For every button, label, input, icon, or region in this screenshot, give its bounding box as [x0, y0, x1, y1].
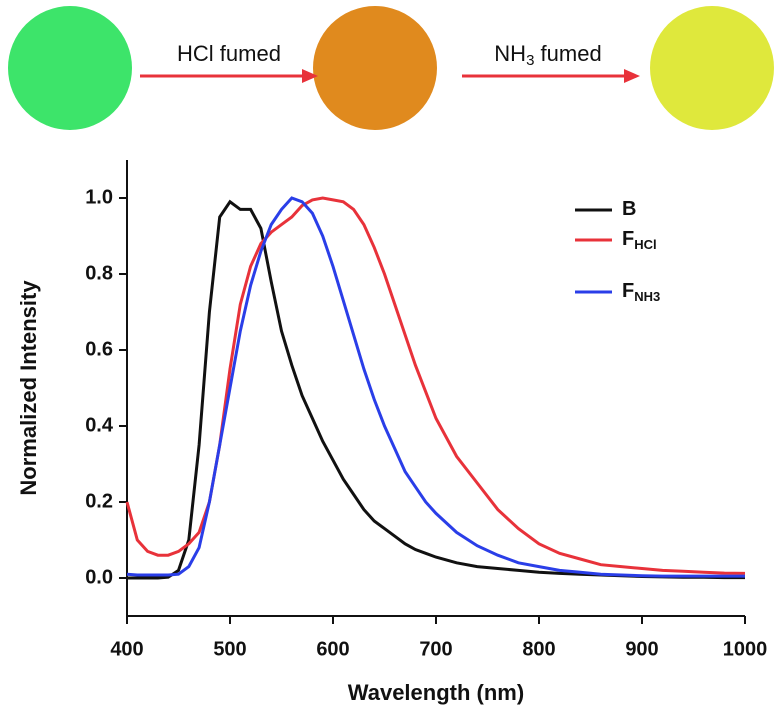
legend-name: B	[622, 198, 636, 220]
arrow-head	[624, 69, 640, 83]
y-tick-label: 0.0	[85, 566, 113, 588]
y-axis-label: Normalized Intensity	[16, 280, 41, 496]
arrow-label: NH3 fumed	[494, 41, 601, 69]
sample-image	[650, 6, 774, 130]
x-tick-label: 800	[522, 638, 555, 660]
legend-label: FNH3	[622, 280, 660, 304]
sample-image	[313, 6, 437, 130]
x-axis-label: Wavelength (nm)	[348, 680, 524, 705]
series-line	[126, 196, 745, 578]
series-line	[127, 199, 745, 580]
legend-name: F	[622, 228, 634, 250]
legend-label: FHCl	[622, 228, 657, 252]
legend-label: B	[622, 198, 636, 220]
legend-name: F	[622, 280, 634, 302]
series-line	[125, 196, 746, 575]
x-tick-label: 400	[110, 638, 143, 660]
legend-sub: HCl	[634, 237, 656, 252]
x-tick-label: 700	[419, 638, 452, 660]
sample-image	[8, 6, 132, 130]
y-tick-label: 0.8	[85, 262, 113, 284]
y-tick-label: 0.2	[85, 490, 113, 512]
arrow-label: HCl fumed	[177, 41, 281, 66]
label-part: HCl fumed	[177, 41, 281, 66]
x-tick-label: 600	[316, 638, 349, 660]
arrow-head	[302, 69, 318, 83]
y-tick-label: 0.6	[85, 338, 113, 360]
label-part: fumed	[534, 41, 601, 66]
y-tick-label: 0.4	[85, 414, 114, 436]
label-sub: 3	[526, 52, 534, 69]
x-tick-label: 500	[213, 638, 246, 660]
y-tick-label: 1.0	[85, 186, 113, 208]
label-part: NH	[494, 41, 526, 66]
x-tick-label: 1000	[723, 638, 768, 660]
legend-sub: NH3	[634, 289, 660, 304]
x-tick-label: 900	[625, 638, 658, 660]
